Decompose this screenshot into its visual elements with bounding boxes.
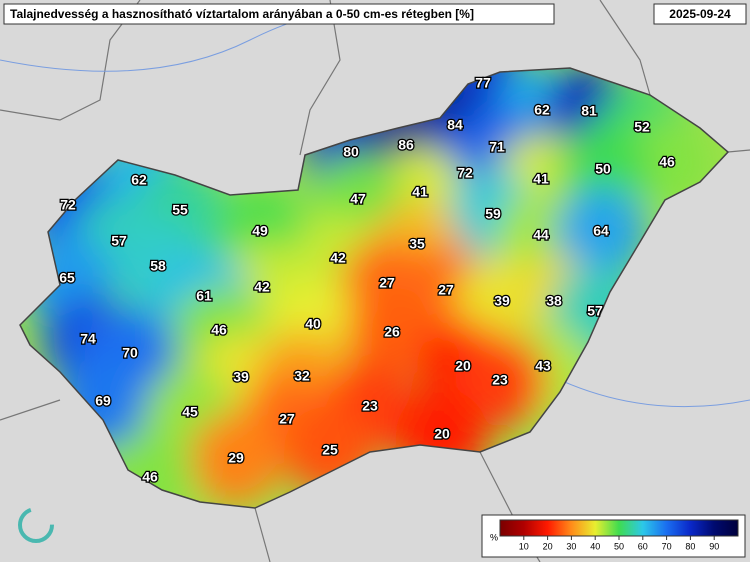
station-value: 25: [322, 442, 338, 458]
colorbar-tick-label: 20: [543, 541, 553, 551]
station-value: 69: [95, 393, 111, 409]
station-value: 46: [142, 469, 158, 485]
station-value: 57: [587, 303, 603, 319]
station-value: 29: [228, 450, 244, 466]
station-value: 52: [634, 119, 650, 135]
station-value: 20: [434, 426, 450, 442]
date: 2025-09-24: [669, 7, 731, 21]
station-value: 42: [330, 250, 346, 266]
station-value: 71: [489, 139, 505, 155]
station-value: 62: [131, 172, 147, 188]
field: [20, 68, 728, 508]
station-value: 20: [455, 358, 471, 374]
station-value: 64: [593, 223, 609, 239]
station-value: 46: [211, 322, 227, 338]
station-value: 80: [343, 144, 359, 160]
station-value: 27: [379, 275, 395, 291]
station-value: 39: [494, 293, 510, 309]
moisture-blob: [190, 413, 282, 505]
station-value: 72: [457, 165, 473, 181]
station-value: 26: [384, 324, 400, 340]
moisture-blob: [346, 287, 438, 379]
station-value: 65: [59, 270, 75, 286]
station-value: 43: [535, 358, 551, 374]
colorbar-tick-label: 10: [519, 541, 529, 551]
station-value: 27: [438, 282, 454, 298]
station-value: 35: [409, 236, 425, 252]
colorbar-tick-label: 40: [590, 541, 600, 551]
station-value: 55: [172, 202, 188, 218]
station-value: 74: [80, 331, 96, 347]
colorbar-tick-label: 70: [662, 541, 672, 551]
station-value: 50: [595, 161, 611, 177]
station-value: 41: [412, 184, 428, 200]
station-value: 38: [546, 293, 562, 309]
colorbar-tick-label: 60: [638, 541, 648, 551]
station-value: 58: [150, 258, 166, 274]
station-value: 86: [398, 137, 414, 153]
station-value: 57: [111, 233, 127, 249]
colorbar-tick-label: 30: [566, 541, 576, 551]
station-value: 59: [485, 206, 501, 222]
station-value: 49: [252, 223, 268, 239]
station-value: 27: [279, 411, 295, 427]
station-value: 62: [534, 102, 550, 118]
date-box: [653, 3, 747, 25]
colorbar: [499, 519, 739, 537]
station-value: 81: [581, 103, 597, 119]
moisture-blob: [454, 335, 546, 427]
station-value: 32: [294, 368, 310, 384]
station-value: 39: [233, 369, 249, 385]
station-value: 72: [60, 197, 76, 213]
colorbar-tick-label: 50: [614, 541, 624, 551]
title: Talajnedvesség a hasznosítható víztartal…: [10, 7, 474, 21]
logo: [18, 507, 54, 543]
colorbar-tick-label: 80: [685, 541, 695, 551]
station-value: 61: [196, 288, 212, 304]
station-value: 23: [362, 398, 378, 414]
station-value: 84: [447, 117, 463, 133]
station-value: 70: [122, 345, 138, 361]
station-value: 40: [305, 316, 321, 332]
station-value: 41: [533, 171, 549, 187]
station-value: 44: [533, 227, 549, 243]
colorbar-tick-label: 90: [709, 541, 719, 551]
station-value: 23: [492, 372, 508, 388]
station-value: 77: [475, 75, 491, 91]
station-value: 47: [350, 191, 366, 207]
station-value: 46: [659, 154, 675, 170]
moisture-blob: [555, 186, 647, 278]
title-box: [3, 3, 555, 25]
station-value: 45: [182, 404, 198, 420]
colorbar-unit: %: [490, 532, 498, 542]
station-value: 42: [254, 279, 270, 295]
